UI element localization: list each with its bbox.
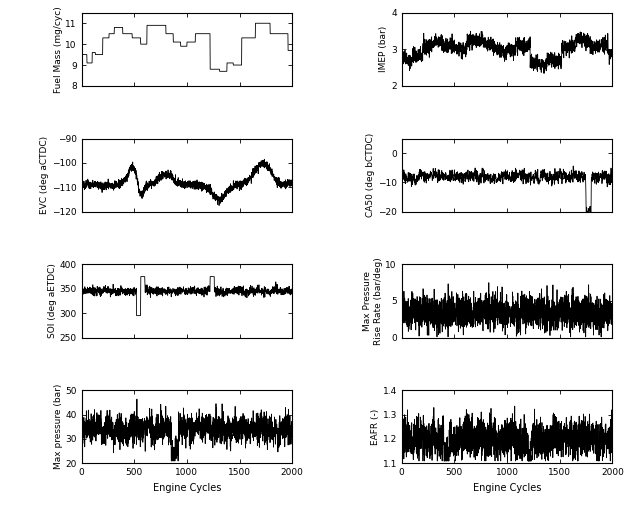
X-axis label: Engine Cycles: Engine Cycles bbox=[473, 483, 541, 493]
Y-axis label: SOI (deg aETDC): SOI (deg aETDC) bbox=[48, 264, 57, 338]
Y-axis label: EAFR (-): EAFR (-) bbox=[371, 409, 380, 445]
Y-axis label: Max Pressure
Rise Rate (bar/deg): Max Pressure Rise Rate (bar/deg) bbox=[363, 257, 382, 345]
Y-axis label: Fuel Mass (mg/cyc): Fuel Mass (mg/cyc) bbox=[53, 6, 63, 93]
Y-axis label: EVC (deg aCTDC): EVC (deg aCTDC) bbox=[40, 136, 49, 214]
X-axis label: Engine Cycles: Engine Cycles bbox=[153, 483, 221, 493]
Y-axis label: CA50 (deg bCTDC): CA50 (deg bCTDC) bbox=[366, 133, 375, 217]
Y-axis label: IMEP (bar): IMEP (bar) bbox=[379, 26, 388, 73]
Y-axis label: Max pressure (bar): Max pressure (bar) bbox=[53, 384, 63, 470]
